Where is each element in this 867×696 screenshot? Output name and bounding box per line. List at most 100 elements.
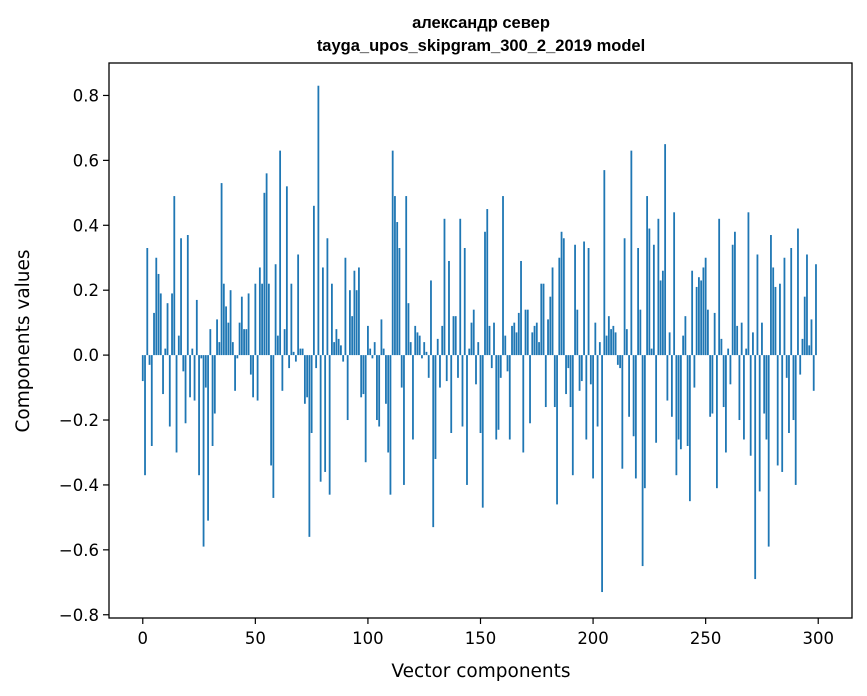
y-tick-label: −0.2 xyxy=(59,411,99,430)
bar-289 xyxy=(792,355,795,421)
bar-296 xyxy=(808,345,811,356)
bar-262 xyxy=(731,244,734,356)
bar-59 xyxy=(274,264,277,356)
bar-118 xyxy=(407,303,410,356)
bar-259 xyxy=(725,355,727,453)
bar-174 xyxy=(533,325,536,356)
chart-title-line1: александр север xyxy=(412,14,550,32)
bar-102 xyxy=(371,355,374,359)
bar-73 xyxy=(306,355,309,398)
bar-3 xyxy=(148,355,151,365)
bar-134 xyxy=(443,218,446,356)
bar-198 xyxy=(587,248,590,356)
bar-58 xyxy=(272,355,275,498)
bar-93 xyxy=(351,316,354,356)
bar-178 xyxy=(542,283,545,356)
bar-176 xyxy=(538,342,540,356)
bar-89 xyxy=(342,355,345,362)
bar-219 xyxy=(634,355,637,479)
bar-98 xyxy=(362,355,365,395)
bar-163 xyxy=(508,355,511,440)
bar-256 xyxy=(718,218,721,356)
bar-278 xyxy=(767,355,770,547)
bar-6 xyxy=(155,257,158,356)
bar-136 xyxy=(448,260,450,356)
bar-206 xyxy=(605,335,608,356)
bar-100 xyxy=(367,325,369,356)
bar-11 xyxy=(166,303,169,356)
bar-290 xyxy=(794,355,797,485)
bar-37 xyxy=(225,306,227,356)
bar-255 xyxy=(716,355,718,489)
bar-64 xyxy=(285,186,288,356)
bar-138 xyxy=(452,316,455,356)
bar-165 xyxy=(513,322,516,356)
bar-137 xyxy=(450,355,453,433)
bar-112 xyxy=(394,196,396,356)
bar-120 xyxy=(412,355,414,440)
bar-202 xyxy=(596,355,599,427)
bar-298 xyxy=(812,355,815,391)
bar-261 xyxy=(729,355,732,385)
bar-280 xyxy=(772,267,775,356)
bar-130 xyxy=(434,355,437,459)
bar-285 xyxy=(783,257,786,356)
bar-28 xyxy=(204,355,207,388)
bar-54 xyxy=(263,192,266,356)
bar-155 xyxy=(490,355,493,369)
bar-43 xyxy=(238,322,241,356)
bar-84 xyxy=(331,283,333,356)
bar-185 xyxy=(558,257,561,356)
bar-241 xyxy=(684,316,687,356)
bar-35 xyxy=(220,183,223,356)
bar-109 xyxy=(387,355,390,453)
bar-263 xyxy=(734,231,736,356)
bar-286 xyxy=(785,355,788,378)
bar-229 xyxy=(657,218,660,356)
bar-283 xyxy=(779,283,781,356)
x-tick-label: 300 xyxy=(802,629,834,648)
bar-254 xyxy=(713,312,716,356)
bar-111 xyxy=(391,150,394,356)
bar-40 xyxy=(231,342,234,356)
bar-201 xyxy=(594,322,597,356)
bar-39 xyxy=(229,290,232,356)
bar-231 xyxy=(661,270,664,356)
bar-23 xyxy=(193,355,196,401)
bar-196 xyxy=(583,241,585,356)
bar-67 xyxy=(292,351,295,356)
bar-233 xyxy=(666,355,669,401)
bar-15 xyxy=(175,355,178,453)
bar-182 xyxy=(551,267,554,356)
bar-8 xyxy=(159,293,162,356)
bar-133 xyxy=(441,325,444,356)
bar-123 xyxy=(418,335,421,356)
bar-234 xyxy=(668,332,671,356)
bar-191 xyxy=(571,355,574,476)
bar-209 xyxy=(612,325,615,356)
bar-194 xyxy=(578,355,581,391)
y-axis-label: Components values xyxy=(13,249,34,432)
bar-48 xyxy=(249,355,252,375)
bar-275 xyxy=(761,322,763,356)
bar-151 xyxy=(481,355,484,508)
bar-62 xyxy=(281,355,284,391)
bar-14 xyxy=(173,196,176,356)
bar-143 xyxy=(463,248,466,356)
bar-253 xyxy=(711,355,714,414)
bar-244 xyxy=(691,270,694,356)
bar-83 xyxy=(328,355,331,495)
bar-200 xyxy=(592,355,594,479)
bar-169 xyxy=(522,355,525,453)
bar-16 xyxy=(177,335,180,356)
bar-95 xyxy=(355,290,358,356)
bar-208 xyxy=(610,329,612,356)
y-axis-ticks: −0.8 −0.6 −0.4 −0.2 0.0 0.2 0.4 0.6 0.8 xyxy=(59,86,109,625)
bar-186 xyxy=(560,231,563,356)
bar-145 xyxy=(468,348,471,356)
bar-61 xyxy=(279,150,282,356)
bar-168 xyxy=(520,260,522,356)
bar-237 xyxy=(675,355,678,476)
bar-116 xyxy=(403,355,405,485)
bar-245 xyxy=(693,355,696,388)
